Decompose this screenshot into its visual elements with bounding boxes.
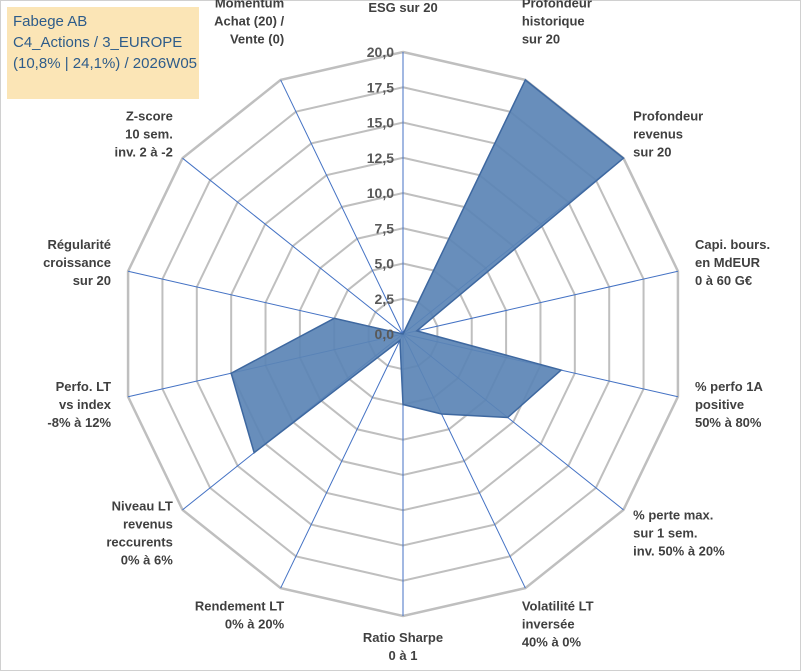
category-label: Profondeur revenus sur 20 [633,108,703,159]
category-label-line: ESG sur 20 [368,0,437,15]
category-label-line: Ratio Sharpe [363,630,443,645]
category-label-line: sur 20 [522,32,560,47]
category-label-line: revenus [123,517,173,532]
category-label: Rendement LT 0% à 20% [195,598,285,631]
category-label-line: sur 20 [633,144,671,159]
category-label-line: positive [695,397,744,412]
category-label-line: Niveau LT [112,499,173,514]
radial-tick-label: 20,0 [367,44,394,60]
radial-tick-label: 2,5 [375,291,395,307]
category-label-line: 10 sem. [125,126,173,141]
category-label-line: reccurents [106,535,172,550]
radial-tick-label: 17,5 [367,79,394,95]
category-label-line: vs index [59,397,112,412]
info-box: Fabege AB C4_Actions / 3_EUROPE (10,8% |… [7,7,199,99]
category-label-line: en MdEUR [695,255,761,270]
series-layer [230,78,625,454]
stock-category: C4_Actions / 3_EUROPE [13,34,183,51]
category-label-layer: NoteESG sur 20 Profondeur historique sur 20… [43,0,770,663]
category-label: Ratio Sharpe 0 à 1 [363,630,443,663]
category-label: Volatilité LT inversée 40% à 0% [522,598,594,649]
category-label-line: Profondeur [522,0,592,11]
stock-name: Fabege AB [13,13,88,30]
category-label-line: Capi. bours. [695,237,770,252]
category-label-line: 0% à 6% [121,553,173,568]
category-label-line: Volatilité LT [522,598,594,613]
radial-tick-label: 5,0 [375,256,395,272]
category-label: Z-score 10 sem. inv. 2 à -2 [115,108,173,159]
category-label-line: sur 1 sem. [633,526,697,541]
category-label-line: inversée [522,616,575,631]
category-label-line: inv. 2 à -2 [115,144,173,159]
axis-spoke [182,157,404,335]
category-label: Régularité croissance sur 20 [43,237,111,288]
category-label: % perfo 1A positive 50% à 80% [695,379,764,430]
category-label: NoteESG sur 20 [368,0,437,15]
category-label-line: 0 à 1 [389,648,418,663]
radial-tick-label: 7,5 [375,220,395,236]
category-label: Niveau LT revenus reccurents 0% à 6% [106,499,173,568]
axis-spoke [402,270,679,335]
category-label-line: % perte max. [633,508,713,523]
category-label-line: Perfo. LT [56,379,111,394]
category-label: Capi. bours. en MdEUR 0 à 60 G€ [695,237,770,288]
axis-spoke [280,333,404,589]
radial-tick-label: 10,0 [367,185,394,201]
category-label: Profondeur historique sur 20 [522,0,592,47]
category-label-line: Vente (0) [230,32,284,47]
category-label-line: Momentum [215,0,284,11]
category-label-line: Achat (20) / [214,14,284,29]
category-label-line: 0% à 20% [225,616,285,631]
category-label: % perte max. sur 1 sem. inv. 50% à 20% [633,508,725,559]
category-label-line: inv. 50% à 20% [633,544,725,559]
category-label: Perfo. LT vs index -8% à 12% [47,379,111,430]
category-label-line: historique [522,14,585,29]
category-label-line: -8% à 12% [47,415,111,430]
category-label: Momentum Achat (20) / Vente (0) [214,0,284,47]
radial-tick-label: 0,0 [375,326,395,342]
category-label-line: 50% à 80% [695,415,762,430]
category-label-line: Régularité [47,237,111,252]
category-label-line: Z-score [126,108,173,123]
category-label-line: Rendement LT [195,598,284,613]
category-label-line: revenus [633,126,683,141]
category-label-line: sur 20 [73,273,111,288]
category-label-line: Profondeur [633,108,703,123]
category-label-line: croissance [43,255,111,270]
stock-stats: (10,8% | 24,1%) / 2026W05 [13,55,197,72]
radial-tick-label: 12,5 [367,150,394,166]
category-label-line: % perfo 1A [695,379,764,394]
series-area [230,78,625,454]
category-label-line: 0 à 60 G€ [695,273,752,288]
tick-label-layer: 0,0 2,5 5,0 7,5 10,0 12,5 15,0 17,5 20,0 [367,44,394,342]
radial-tick-label: 15,0 [367,115,394,131]
category-label-line: 40% à 0% [522,634,582,649]
axis-spoke [280,79,404,335]
